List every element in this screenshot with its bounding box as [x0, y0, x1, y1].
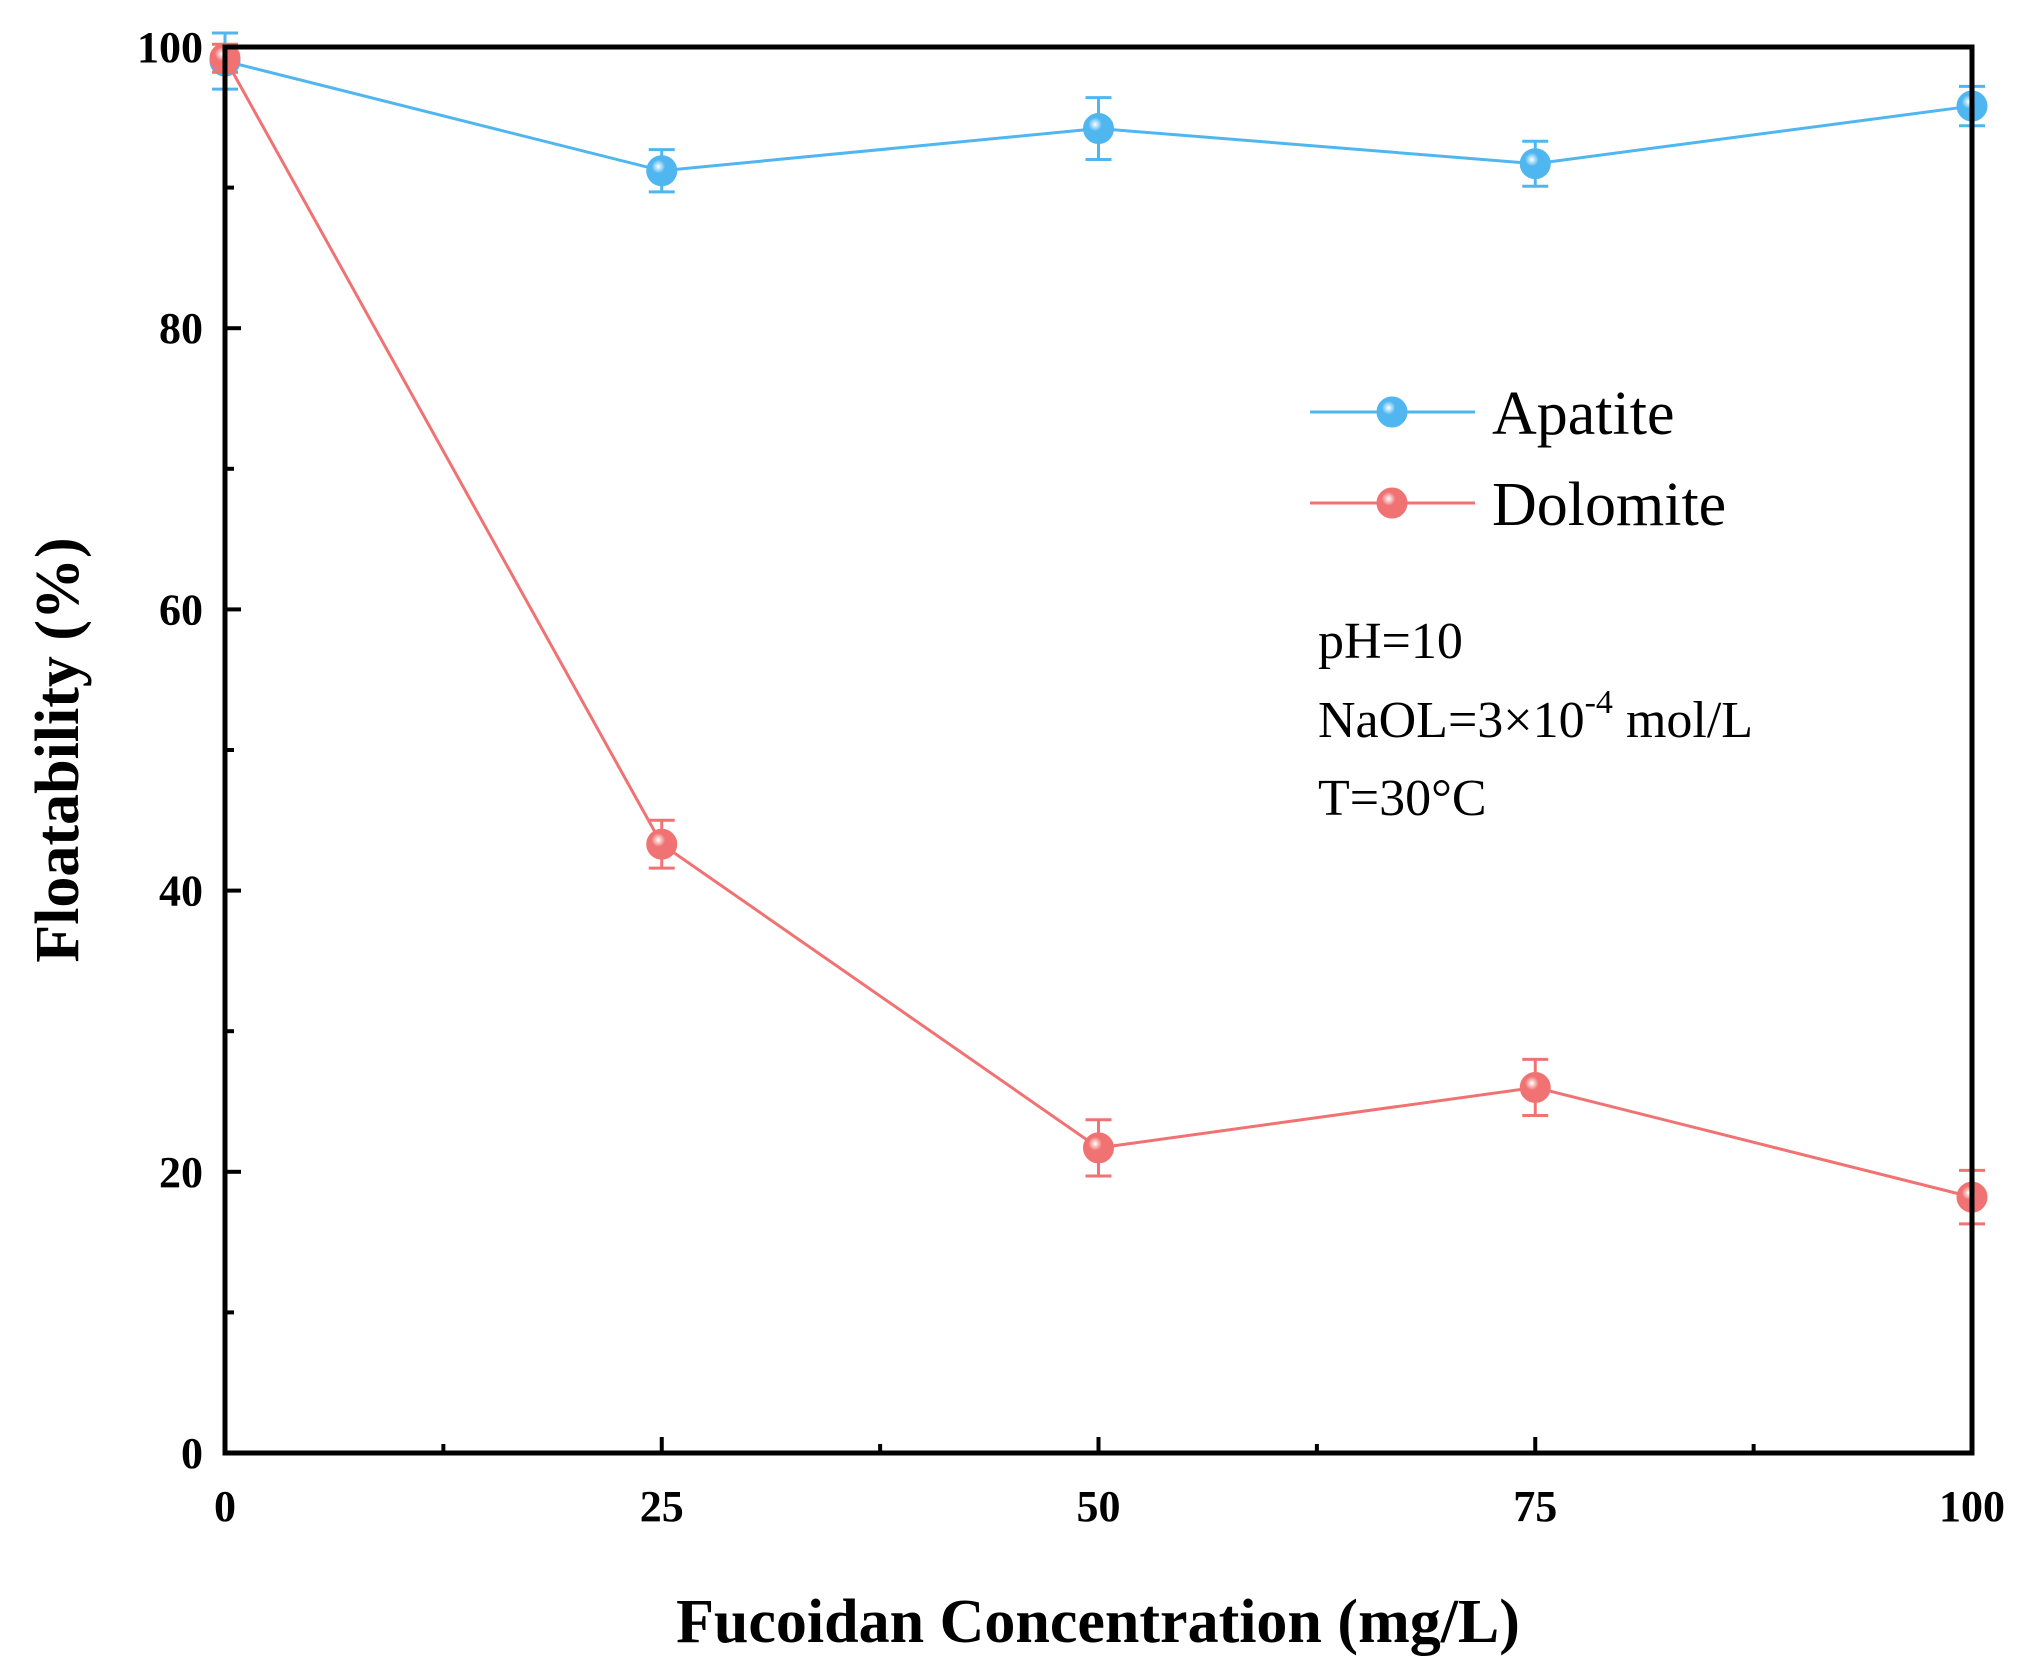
x-axis-title: Fucoidan Concentration (mg/L) [676, 1588, 1520, 1656]
series-apatite [209, 31, 1988, 194]
x-tick-label-50: 50 [1077, 1482, 1121, 1531]
data-point-dolomite [646, 828, 678, 860]
y-tick-label-20: 20 [159, 1148, 203, 1197]
legend-label-dolomite: Dolomite [1492, 471, 1726, 539]
ticks-layer: 0 25 50 75 100 0 20 40 60 80 100 [137, 23, 2005, 1531]
annotation-naol: NaOL=3×10-4 mol/L [1318, 684, 1753, 749]
y-tick-label-80: 80 [159, 304, 203, 353]
y-tick-label-40: 40 [159, 867, 203, 916]
legend: Apatite Dolomite [1310, 380, 1726, 539]
annotation-naol-exponent: -4 [1585, 684, 1613, 721]
legend-marker-apatite [1376, 396, 1408, 428]
data-point-apatite [1083, 113, 1114, 145]
data-point-dolomite [1083, 1132, 1114, 1164]
annotation-temperature: T=30°C [1318, 770, 1487, 827]
y-tick-label-0: 0 [181, 1429, 203, 1478]
plot-frame [222, 44, 1975, 1456]
annotation-naol-prefix: NaOL=3×10 [1318, 692, 1585, 749]
series-dolomite [209, 42, 1988, 1226]
x-tick-label-100: 100 [1939, 1482, 2005, 1531]
data-point-dolomite [1519, 1071, 1551, 1103]
data-point-apatite [646, 155, 678, 187]
y-tick-label-60: 60 [159, 585, 203, 634]
legend-marker-dolomite [1376, 487, 1408, 519]
x-tick-label-75: 75 [1513, 1482, 1557, 1531]
series-layer [209, 31, 1988, 1226]
annotation-block: pH=10 NaOL=3×10-4 mol/L T=30°C [1318, 613, 1753, 827]
x-tick-label-25: 25 [640, 1482, 684, 1531]
y-axis-title: Floatability (%) [24, 537, 92, 962]
annotation-naol-suffix: mol/L [1613, 692, 1753, 749]
series-line-dolomite [223, 57, 1973, 1199]
x-tick-label-0: 0 [214, 1482, 236, 1531]
y-tick-label-100: 100 [137, 23, 203, 72]
data-point-apatite [1519, 148, 1551, 180]
legend-label-apatite: Apatite [1492, 380, 1675, 448]
annotation-ph: pH=10 [1318, 613, 1463, 670]
